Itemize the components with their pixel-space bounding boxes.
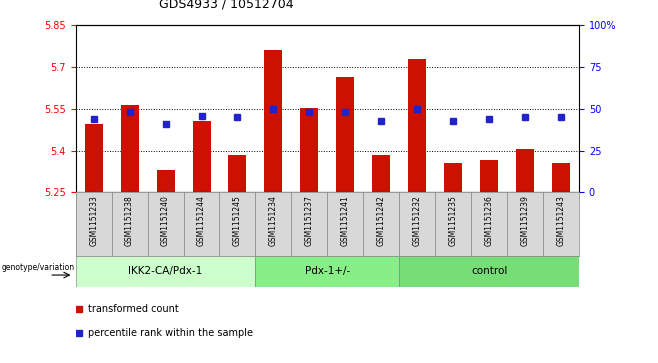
Text: genotype/variation: genotype/variation [1,263,74,272]
Bar [228,155,247,192]
Text: GSM1151239: GSM1151239 [520,196,530,246]
Bar [193,122,211,192]
Text: GSM1151233: GSM1151233 [89,196,98,246]
Text: GSM1151245: GSM1151245 [233,196,242,246]
Bar [120,105,139,192]
Bar [255,256,399,287]
Bar [301,107,318,192]
Text: Pdx-1+/-: Pdx-1+/- [305,266,350,276]
Text: GSM1151243: GSM1151243 [557,196,566,246]
Bar [552,163,570,192]
Text: GSM1151242: GSM1151242 [377,196,386,246]
Bar [336,77,354,192]
Text: GSM1151238: GSM1151238 [125,196,134,246]
Text: GSM1151241: GSM1151241 [341,196,350,246]
Bar [516,149,534,192]
Bar [444,163,462,192]
Text: control: control [471,266,507,276]
Text: percentile rank within the sample: percentile rank within the sample [88,328,253,338]
Text: GDS4933 / 10512704: GDS4933 / 10512704 [159,0,294,11]
Text: GSM1151234: GSM1151234 [269,196,278,246]
Text: GSM1151236: GSM1151236 [485,196,494,246]
Bar [265,50,282,192]
Text: GSM1151232: GSM1151232 [413,196,422,246]
Bar [76,256,255,287]
Text: GSM1151235: GSM1151235 [449,196,458,246]
Bar [399,256,579,287]
Bar [408,59,426,192]
Bar [372,155,390,192]
Bar [85,124,103,192]
Bar [157,170,174,192]
Bar [480,160,498,192]
Text: GSM1151240: GSM1151240 [161,196,170,246]
Text: IKK2-CA/Pdx-1: IKK2-CA/Pdx-1 [128,266,203,276]
Text: GSM1151237: GSM1151237 [305,196,314,246]
Text: transformed count: transformed count [88,304,178,314]
Text: GSM1151244: GSM1151244 [197,196,206,246]
